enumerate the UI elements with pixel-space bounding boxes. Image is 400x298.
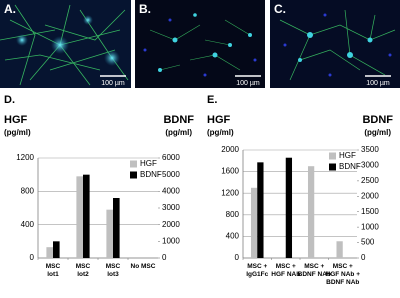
y2-tick-label: 3000 [361,161,379,170]
image-label: C. [274,2,286,16]
legend-swatch [329,163,336,171]
x-tick-label: MSC lot3 [106,263,121,278]
x-tick-label: MSC + HGF NAb + BDNF NAb [326,263,361,286]
y2-tick-label: 2000 [162,220,180,229]
y-tick-label: 400 [21,220,35,229]
image-label: B. [139,2,151,16]
x-tick-label: MSC + HGF NAb [271,263,300,278]
y2-tick-label: 3500 [361,145,379,154]
bar [113,198,120,258]
y-axis-unit: (pg/ml) [207,128,234,137]
bar [76,176,83,258]
bar [336,241,343,258]
y-axis-title: HGF [207,114,231,126]
micrograph-c: C. 100 µm [270,0,400,88]
y2-tick-label: 500 [361,238,375,247]
y2-axis-title: BDNF [362,114,393,126]
y-tick-label: 800 [226,210,240,219]
bar [53,241,60,258]
image-label: A. [4,2,16,16]
bar [83,174,90,258]
legend-swatch [329,152,336,160]
y2-axis-unit: (pg/ml) [165,128,192,137]
legend-label: BDNF [339,162,361,171]
y2-tick-label: 2500 [361,176,379,185]
y-tick-label: 0 [30,253,35,262]
legend-label: HGF [339,151,356,160]
y-tick-label: 800 [21,186,35,195]
y2-tick-label: 1000 [162,236,180,245]
y-axis-unit: (pg/ml) [4,128,31,137]
bar [285,157,293,258]
scale-label: 100 µm [366,80,390,87]
scale-label: 100 µm [236,80,260,87]
x-tick-label: MSC + IgG1Fc [246,263,268,278]
legend-swatch [130,160,137,168]
panel-label: E. [207,94,217,106]
y-tick-label: 400 [226,232,240,241]
y2-tick-label: 0 [162,253,167,262]
x-tick-label: MSC lot1 [46,263,61,278]
y2-axis-unit: (pg/ml) [364,128,391,137]
y-tick-label: 1600 [221,167,239,176]
y2-tick-label: 6000 [162,153,180,162]
bar [46,247,53,258]
y2-tick-label: 3000 [162,203,180,212]
x-tick-label: No MSC [131,263,156,270]
y-tick-label: 1200 [16,153,34,162]
legend-label: BDNF [140,170,162,179]
bar [307,166,315,258]
y-tick-label: 2000 [221,145,239,154]
y2-tick-label: 5000 [162,170,180,179]
legend-label: HGF [140,159,157,168]
legend-swatch [130,171,137,179]
y2-tick-label: 2000 [361,191,379,200]
x-tick-label: MSC + BDNF NAb [298,263,331,278]
y-tick-label: 0 [235,253,240,262]
y2-tick-label: 1500 [361,207,379,216]
y2-axis-title: BDNF [163,114,194,126]
bar [106,209,113,258]
x-tick-label: MSC lot2 [76,263,91,278]
y-axis-title: HGF [4,114,28,126]
y2-tick-label: 4000 [162,186,180,195]
micrograph-b: B. 100 µm [135,0,265,88]
panel-label: D. [4,94,15,106]
bar [250,187,258,258]
y-tick-label: 1200 [221,188,239,197]
y2-tick-label: 0 [361,253,366,262]
micrograph-a: A. 100 µm [0,0,131,88]
bar [257,162,264,258]
y2-tick-label: 1000 [361,222,379,231]
scale-label: 100 µm [101,80,125,87]
